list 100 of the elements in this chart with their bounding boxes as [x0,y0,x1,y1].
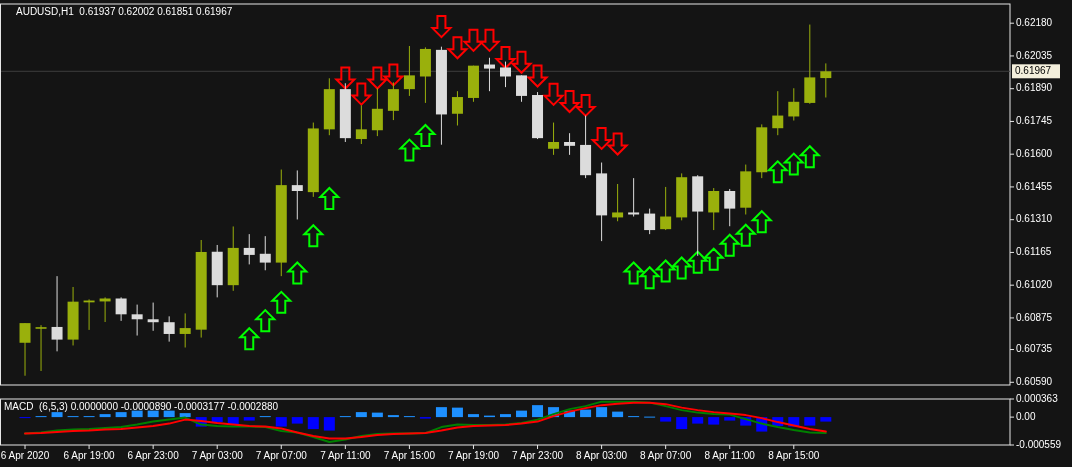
candlestick [660,186,672,231]
bar [596,407,608,418]
candlestick [564,132,576,156]
candlestick [403,45,415,97]
bar [371,412,383,418]
candlestick [355,104,367,145]
bar [708,417,720,425]
point [287,261,308,285]
candlestick [243,233,255,265]
x-tick-label: 8 Apr 11:00 [704,450,756,461]
x-tick-label: 6 Apr 19:00 [63,450,116,461]
x-tick-label: 8 Apr 15:00 [768,450,820,461]
y-tick-label: -0.000559 [1016,438,1062,450]
candlestick [483,57,495,92]
candlestick [788,87,800,122]
point [367,66,388,90]
ref-line-label: 0.61967 [1015,64,1052,76]
x-tick-label: 8 Apr 03:00 [576,450,628,461]
bar [99,414,111,418]
candlestick [179,312,191,349]
candlestick [451,90,463,126]
bar [131,410,143,418]
y-tick-label: 0.61745 [1016,115,1053,127]
point [271,290,292,314]
x-tick-label: 7 Apr 19:00 [447,450,500,461]
candlestick [131,304,143,337]
candlestick [820,62,832,98]
point [511,50,532,74]
bar [147,410,159,418]
point [591,126,612,150]
point [671,256,692,280]
candlestick [19,322,31,377]
point [255,309,276,333]
bar [115,412,127,418]
x-tick-label: 7 Apr 15:00 [383,450,436,461]
candlestick [628,177,640,218]
y-tick-label: 0.62180 [1016,16,1053,28]
candlestick [259,235,271,271]
candlestick [772,90,784,136]
chart-title: MACD (6,5,3) 0.0000000 -0.0000890 -0.0003177 -0.0002880 [4,401,279,412]
point [559,90,580,114]
x-tick-label: 7 Apr 07:00 [255,450,308,461]
y-tick-label: 0.61020 [1016,278,1053,290]
point [447,36,468,60]
point [783,152,804,176]
bar [612,411,624,418]
bar [323,417,335,431]
bar [355,412,367,418]
point [623,261,644,285]
bar [291,417,303,424]
point [303,224,324,248]
bar [51,412,63,418]
point [719,233,740,257]
bar [692,417,704,424]
candlestick [291,169,303,220]
point [239,327,260,351]
bar [804,417,816,426]
bar [500,414,511,418]
bar [467,414,479,418]
candlestick [51,275,63,352]
candlestick [724,188,736,227]
point [351,82,372,106]
x-tick-label: 7 Apr 23:00 [511,450,564,461]
bar [211,417,223,423]
bar [532,405,544,418]
y-tick-label: 0.61165 [1016,246,1052,258]
bar [243,417,255,421]
point [543,82,564,106]
candlestick [371,87,383,137]
point [479,28,500,52]
point [799,145,820,169]
y-tick-label: 0.000363 [1016,392,1059,404]
bar [516,410,528,418]
bar [307,417,319,430]
point [463,28,484,52]
point [575,93,596,117]
point [335,66,356,90]
y-tick-label: 0.61455 [1016,180,1053,192]
x-tick-label: 8 Apr 07:00 [640,450,692,461]
candlestick [644,208,656,235]
candlestick [115,296,127,322]
bar [451,407,463,418]
candlestick [387,81,399,121]
point [495,46,516,70]
y-tick-label: 0.60735 [1016,343,1053,355]
bar [163,410,175,418]
candlestick [500,61,511,88]
point [527,64,548,88]
bar [676,417,688,430]
y-tick-label: 0.61310 [1016,213,1053,225]
candlestick [163,315,175,343]
candlestick [708,187,720,231]
bar [724,417,736,421]
bar [580,409,592,418]
y-tick-label: 0.62035 [1016,49,1053,61]
x-tick-label: 7 Apr 11:00 [320,450,371,461]
candlestick [147,302,159,332]
candlestick [548,122,560,156]
point [767,160,788,184]
candlestick [516,74,528,103]
